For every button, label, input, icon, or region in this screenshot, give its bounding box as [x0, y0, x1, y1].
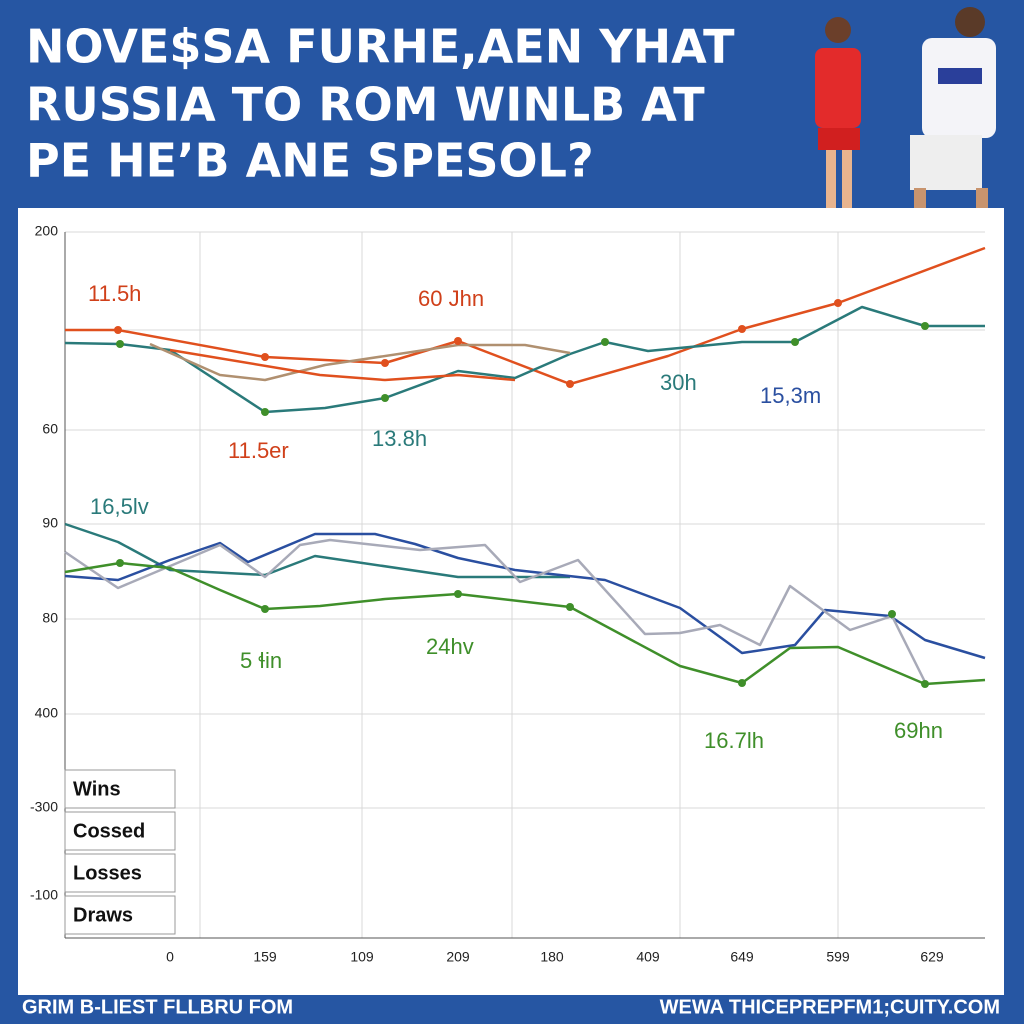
title-line: RUSSIA TO ROM WINLB AT	[26, 78, 705, 132]
player-head	[955, 7, 985, 37]
x-axis-label: 649	[730, 949, 754, 965]
footer-left: GRIM B-LIEST FLLBRU FOM	[22, 996, 293, 1018]
grid	[64, 231, 985, 939]
footer-right: WEWA THICEPREPFM1;CUITY.COM	[660, 996, 1000, 1018]
title-line: NOVE$SA FURHE,AEN YHAT	[26, 20, 735, 74]
x-axis-label: 0	[166, 949, 174, 965]
chart-panel	[18, 208, 1004, 995]
y-axis-label: 90	[42, 515, 58, 531]
legend-label: Draws	[73, 904, 133, 926]
legend-label: Losses	[73, 862, 142, 884]
annotation: 69hn	[894, 718, 943, 743]
y-axis-label: -300	[30, 799, 58, 815]
title-line: PE HE’B ANE SPESOL?	[26, 134, 594, 188]
line	[149, 342, 571, 382]
legend: Wins Cossed Losses Draws	[64, 769, 176, 935]
annotation: 24hv	[426, 634, 474, 659]
x-axis-labels: 0 159 109 209 180 409 649 599 629	[166, 949, 944, 965]
player-shirt	[922, 38, 996, 138]
legend-label: Wins	[73, 778, 121, 800]
annotation: 30h	[660, 370, 697, 395]
markers	[116, 322, 929, 688]
annotation: 13.8h	[372, 426, 427, 451]
line	[64, 522, 570, 579]
annotation: 16,5lv	[90, 494, 149, 519]
x-axis-label: 599	[826, 949, 850, 965]
line	[64, 538, 927, 683]
legend-box	[64, 853, 176, 893]
line	[65, 246, 986, 386]
player-shirt	[815, 48, 861, 128]
annotations: 11.5h 60 Jhn 11.5er 13.8h 30h 15,3m 16,5…	[88, 281, 943, 753]
x-axis-label: 159	[253, 949, 277, 965]
annotation: 16.7lh	[704, 728, 764, 753]
line	[64, 305, 985, 414]
x-axis-label: 180	[540, 949, 564, 965]
legend-box	[64, 769, 176, 809]
y-axis-labels: 200 60 90 80 400 -300 -100	[30, 223, 58, 903]
player-stripe	[938, 68, 982, 84]
legend-label: Cossed	[73, 820, 145, 842]
y-axis-label: -100	[30, 887, 58, 903]
legend-box	[64, 895, 176, 935]
annotation: 11.5h	[88, 281, 141, 306]
player-shorts	[818, 128, 860, 150]
x-axis-label: 209	[446, 949, 470, 965]
annotation: 11.5er	[228, 438, 289, 463]
y-axis-label: 200	[35, 223, 59, 239]
y-axis-label: 80	[42, 610, 58, 626]
player-leg	[826, 150, 836, 245]
y-axis-label: 400	[35, 705, 59, 721]
legend-box	[64, 811, 176, 851]
x-axis-label: 109	[350, 949, 374, 965]
x-axis-label: 409	[636, 949, 660, 965]
line	[169, 348, 516, 382]
player-leg	[842, 150, 852, 245]
annotation: 60 Jhn	[418, 286, 484, 311]
y-axis-label: 60	[42, 421, 58, 437]
annotation: 15,3m	[760, 383, 821, 408]
player-head	[825, 17, 851, 43]
annotation: 5 ɬin	[240, 648, 282, 673]
line	[64, 532, 986, 660]
lines	[64, 246, 986, 688]
markers	[114, 299, 842, 388]
header: NOVE$SA FURHE,AEN YHAT RUSSIA TO ROM WIN…	[26, 20, 735, 188]
player-shorts	[910, 135, 982, 190]
x-axis-label: 629	[920, 949, 944, 965]
